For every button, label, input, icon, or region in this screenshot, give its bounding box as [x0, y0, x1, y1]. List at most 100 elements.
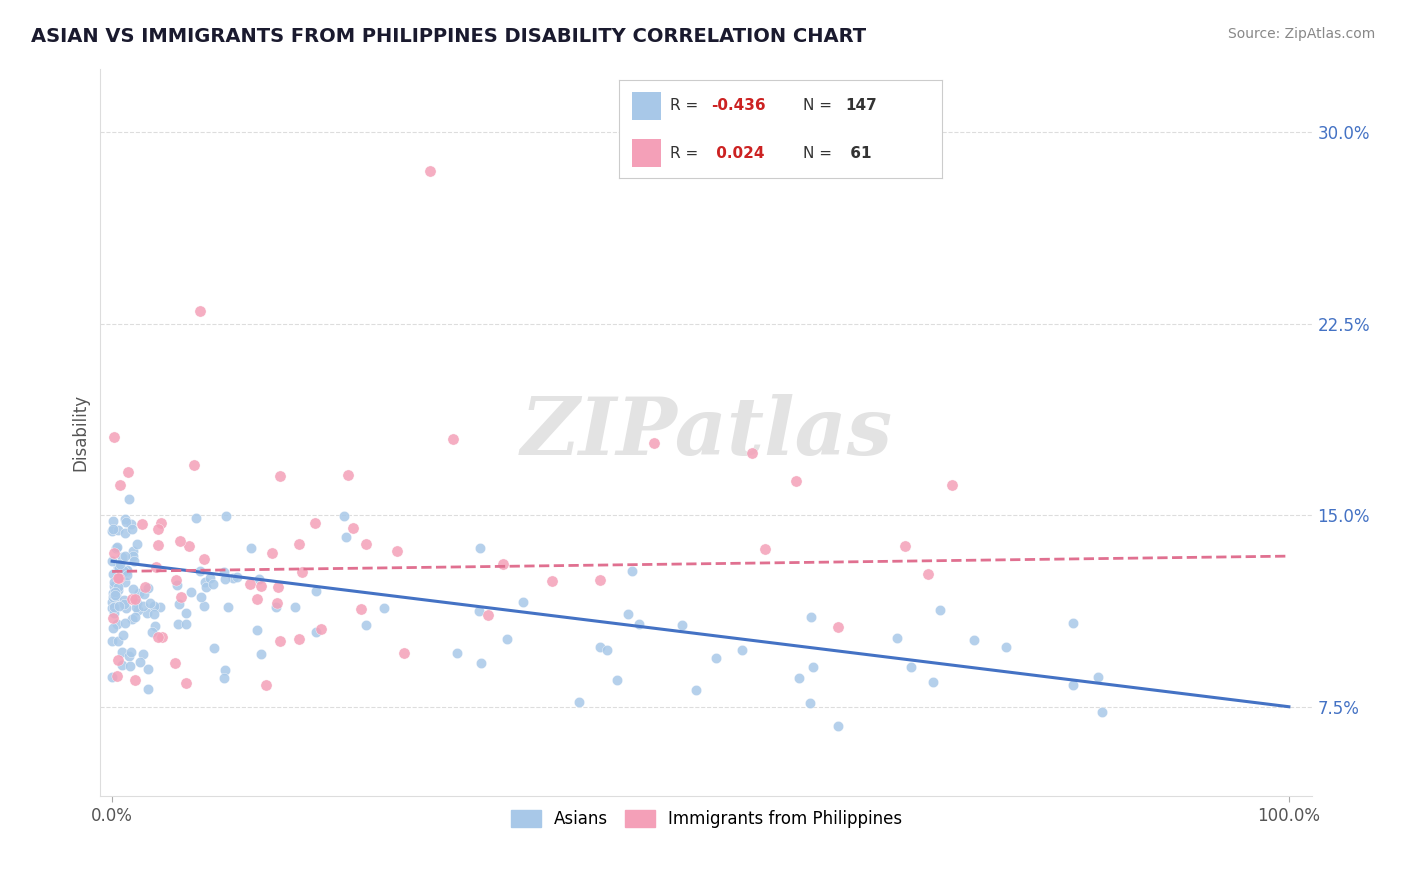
Point [215, 508, 238, 523]
Bar [631, 139, 661, 167]
Point [342, 521, 364, 535]
Point [392, 646, 415, 660]
Point [120, 517, 142, 532]
Point [373, 601, 395, 615]
Point [129, 655, 152, 669]
Text: ASIAN VS IMMIGRANTS FROM PHILIPPINES DISABILITY CORRELATION CHART: ASIAN VS IMMIGRANTS FROM PHILIPPINES DIS… [31, 27, 866, 45]
Point [385, 544, 408, 558]
Point [799, 696, 821, 710]
Point [124, 610, 146, 624]
Text: Source: ZipAtlas.com: Source: ZipAtlas.com [1227, 27, 1375, 41]
Point [136, 581, 159, 595]
Point [114, 512, 136, 526]
Point [121, 549, 143, 563]
Point [143, 599, 166, 613]
Point [354, 618, 377, 632]
Point [139, 596, 162, 610]
Point [605, 673, 627, 687]
Point [112, 628, 135, 642]
Point [336, 468, 359, 483]
Point [250, 647, 273, 661]
Point [101, 522, 124, 536]
Point [801, 660, 824, 674]
Point [145, 560, 167, 574]
Point [217, 600, 239, 615]
Point [101, 611, 124, 625]
Point [112, 598, 135, 612]
Text: R =: R = [671, 98, 699, 112]
Point [620, 564, 643, 578]
Point [350, 601, 373, 615]
Point [894, 540, 917, 554]
Point [146, 630, 169, 644]
Point [101, 567, 124, 582]
Point [190, 304, 212, 318]
Point [107, 571, 129, 585]
Point [309, 622, 332, 636]
Text: 147: 147 [845, 98, 877, 112]
Point [118, 659, 141, 673]
Point [112, 565, 135, 579]
Point [165, 573, 187, 587]
Point [114, 615, 136, 630]
Point [174, 676, 197, 690]
Point [470, 657, 492, 671]
Point [105, 541, 128, 556]
Point [335, 529, 357, 543]
Point [492, 557, 515, 571]
Point [941, 477, 963, 491]
Point [108, 599, 131, 613]
Point [107, 523, 129, 537]
Point [186, 511, 208, 525]
Point [117, 465, 139, 479]
Point [118, 648, 141, 663]
Point [468, 541, 491, 555]
Point [101, 595, 124, 609]
Point [146, 522, 169, 536]
Point [193, 552, 215, 566]
Point [305, 625, 328, 640]
Point [741, 446, 763, 460]
Point [180, 584, 202, 599]
Point [568, 695, 591, 709]
Point [166, 578, 188, 592]
Point [627, 617, 650, 632]
Point [167, 597, 190, 611]
Point [704, 651, 727, 665]
Point [995, 640, 1018, 654]
Point [111, 645, 134, 659]
Point [468, 604, 491, 618]
Point [117, 563, 139, 577]
Point [174, 606, 197, 620]
Point [239, 577, 262, 591]
Point [754, 542, 776, 557]
Point [108, 557, 131, 571]
Point [266, 596, 288, 610]
Point [222, 571, 245, 585]
Point [103, 546, 125, 560]
Legend: Asians, Immigrants from Philippines: Asians, Immigrants from Philippines [503, 804, 908, 835]
Point [671, 618, 693, 632]
Point [127, 537, 149, 551]
Point [132, 647, 155, 661]
Point [122, 582, 145, 596]
Point [124, 673, 146, 687]
Point [886, 631, 908, 645]
Point [105, 541, 128, 555]
Point [103, 579, 125, 593]
Point [212, 565, 235, 579]
Point [131, 516, 153, 531]
Point [105, 589, 128, 603]
Point [225, 570, 247, 584]
Point [288, 632, 311, 646]
Point [107, 583, 129, 598]
Point [177, 539, 200, 553]
Point [132, 599, 155, 614]
Point [121, 591, 143, 606]
Point [589, 573, 612, 587]
Point [202, 640, 225, 655]
Point [127, 603, 149, 617]
Point [239, 541, 262, 555]
Point [446, 646, 468, 660]
Point [333, 508, 356, 523]
